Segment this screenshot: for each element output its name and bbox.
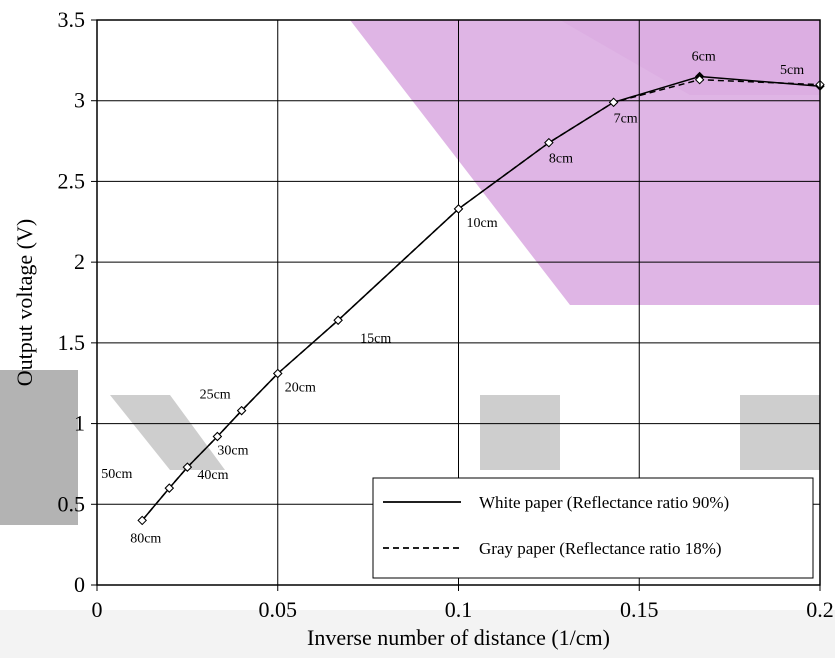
watermark-bottom-band	[0, 610, 835, 658]
watermark-letter-k-left	[0, 370, 78, 525]
x-tick-label: 0.05	[259, 597, 298, 622]
y-tick-label: 3.5	[58, 7, 86, 32]
x-tick-label: 0.2	[806, 597, 834, 622]
series-layer	[137, 71, 825, 526]
data-point	[137, 515, 147, 526]
data-point	[164, 483, 175, 493]
x-tick-label: 0	[92, 597, 103, 622]
watermark-shape-top-right	[560, 20, 820, 95]
legend-item: Gray paper (Reflectance ratio 18%)	[383, 539, 722, 558]
point-label: 7cm	[614, 111, 638, 126]
legend-label: Gray paper (Reflectance ratio 18%)	[479, 539, 722, 558]
series-gray-paper	[137, 75, 825, 526]
y-tick-label: 0.5	[58, 491, 86, 516]
data-point	[273, 368, 283, 379]
legend-label: White paper (Reflectance ratio 90%)	[479, 493, 729, 512]
y-axis-title: Output voltage (V)	[12, 219, 37, 386]
data-point	[236, 405, 247, 416]
x-axis-title: Inverse number of distance (1/cm)	[307, 625, 610, 650]
x-tick-label: 0.15	[620, 597, 659, 622]
watermark-letter-e	[740, 395, 820, 470]
data-point	[608, 97, 619, 108]
legend: White paper (Reflectance ratio 90%) Gray …	[372, 477, 814, 579]
point-label: 8cm	[549, 152, 573, 167]
watermark	[0, 20, 835, 658]
point-label: 50cm	[101, 467, 132, 482]
data-point	[182, 462, 193, 472]
y-tick-label: 2.5	[58, 168, 86, 193]
watermark-shape-top	[115, 20, 820, 305]
axes-layer: 0 0.05 0.1 0.15 0.2 0 0.5 1 1.5 2 2.5 3 3.5 Inverse n…	[12, 7, 834, 650]
series-line	[141, 78, 821, 521]
watermark-letter-k-arm	[110, 395, 225, 470]
data-point	[694, 75, 705, 85]
point-label: 6cm	[692, 50, 716, 65]
point-label: 20cm	[285, 381, 316, 396]
point-label: 80cm	[130, 531, 161, 546]
y-tick-label: 1	[74, 411, 85, 436]
legend-item: White paper (Reflectance ratio 90%)	[383, 493, 729, 512]
y-tick-label: 3	[74, 88, 85, 113]
y-tick-label: 0	[74, 572, 85, 597]
y-tick-label: 2	[74, 249, 85, 274]
x-tick-label: 0.1	[445, 597, 473, 622]
point-label: 10cm	[467, 216, 498, 231]
point-label: 30cm	[217, 443, 248, 458]
annotations-layer: 80cm 50cm 40cm 30cm 25cm 20cm 15cm 10cm 8cm 7cm 6c…	[101, 50, 804, 547]
y-tick-label: 1.5	[58, 330, 86, 355]
point-label: 15cm	[360, 331, 391, 346]
point-label: 40cm	[197, 468, 228, 483]
watermark-letter-t	[480, 395, 560, 470]
point-label: 25cm	[200, 388, 231, 403]
point-label: 5cm	[780, 63, 804, 78]
data-point	[212, 431, 223, 442]
data-point	[333, 315, 343, 325]
legend-box	[372, 477, 814, 579]
data-point	[453, 204, 464, 214]
data-point	[544, 137, 554, 148]
